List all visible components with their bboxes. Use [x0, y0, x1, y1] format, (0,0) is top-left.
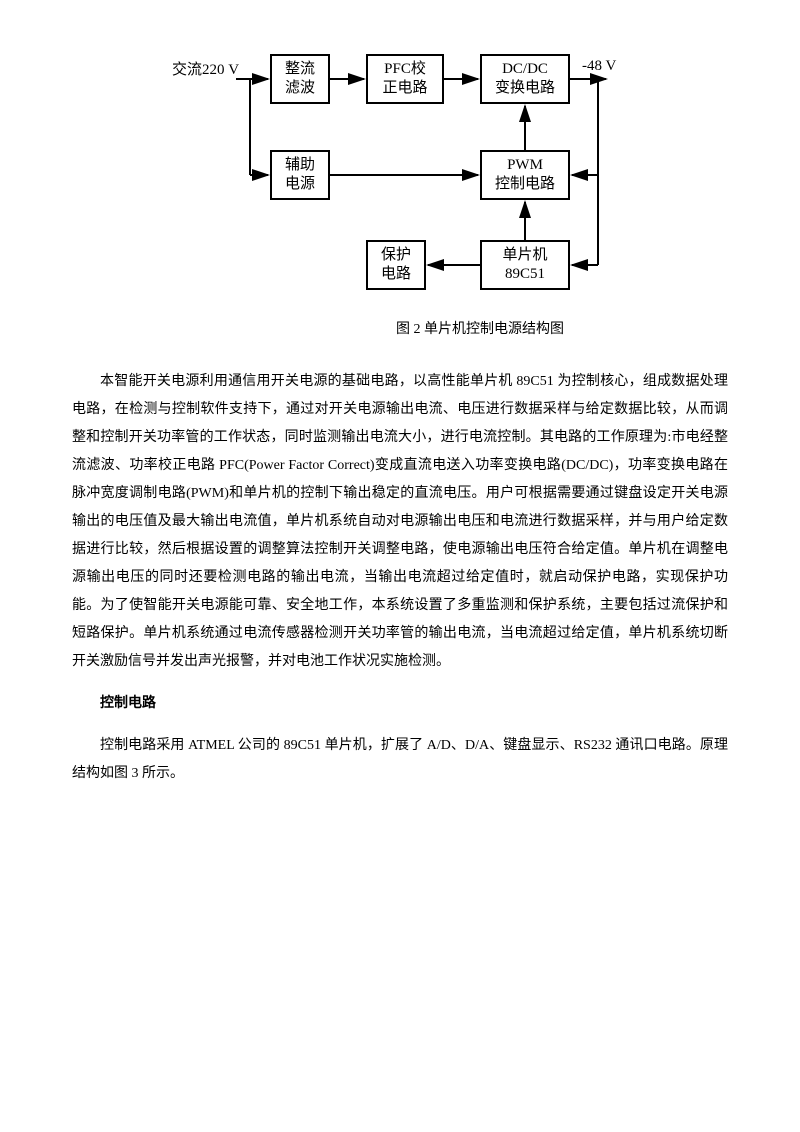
node-pfc: PFC校正电路: [366, 54, 444, 104]
page: 交流220 V -48 V 整流滤波 PFC校正电路 DC/DC变换电路 辅助电…: [0, 0, 800, 862]
paragraph-2: 控制电路采用 ATMEL 公司的 89C51 单片机，扩展了 A/D、D/A、键…: [72, 732, 728, 788]
node-pwm: PWM控制电路: [480, 150, 570, 200]
node-dcdc: DC/DC变换电路: [480, 54, 570, 104]
node-rectifier: 整流滤波: [270, 54, 330, 104]
input-label: 交流220 V: [172, 58, 239, 79]
paragraph-1: 本智能开关电源利用通信用开关电源的基础电路，以高性能单片机 89C51 为控制核…: [72, 368, 728, 676]
output-label: -48 V: [582, 58, 616, 75]
node-mcu: 单片机89C51: [480, 240, 570, 290]
section-heading: 控制电路: [72, 690, 728, 718]
block-diagram: 交流220 V -48 V 整流滤波 PFC校正电路 DC/DC变换电路 辅助电…: [180, 40, 620, 300]
diagram-container: 交流220 V -48 V 整流滤波 PFC校正电路 DC/DC变换电路 辅助电…: [72, 40, 728, 300]
node-aux: 辅助电源: [270, 150, 330, 200]
figure-caption: 图 2 单片机控制电源结构图: [72, 318, 728, 338]
node-protect: 保护电路: [366, 240, 426, 290]
